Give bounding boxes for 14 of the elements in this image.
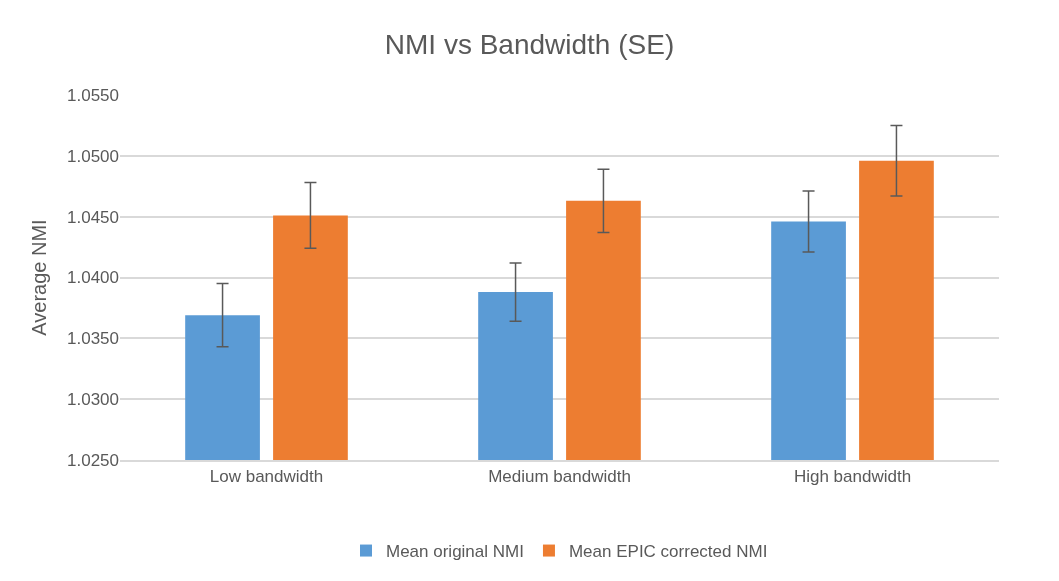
y-tick-label: 1.0400 — [67, 268, 119, 288]
chart-title: NMI vs Bandwidth (SE) — [384, 29, 675, 61]
y-tick-label: 1.0250 — [67, 450, 119, 470]
y-tick-label: 1.0300 — [67, 390, 119, 410]
legend-label: Mean EPIC corrected NMI — [568, 542, 768, 562]
y-axis-title: Average NMI — [27, 219, 50, 336]
x-tick-label: Medium bandwidth — [488, 467, 631, 487]
x-tick-label: Low bandwidth — [209, 467, 324, 487]
y-tick-label: 1.0350 — [67, 329, 119, 349]
x-tick-label: High bandwidth — [793, 467, 912, 487]
y-tick-label: 1.0550 — [67, 85, 119, 105]
legend-label: Mean original NMI — [386, 542, 524, 562]
y-tick-label: 1.0450 — [67, 207, 119, 227]
y-tick-label: 1.0500 — [67, 146, 119, 166]
